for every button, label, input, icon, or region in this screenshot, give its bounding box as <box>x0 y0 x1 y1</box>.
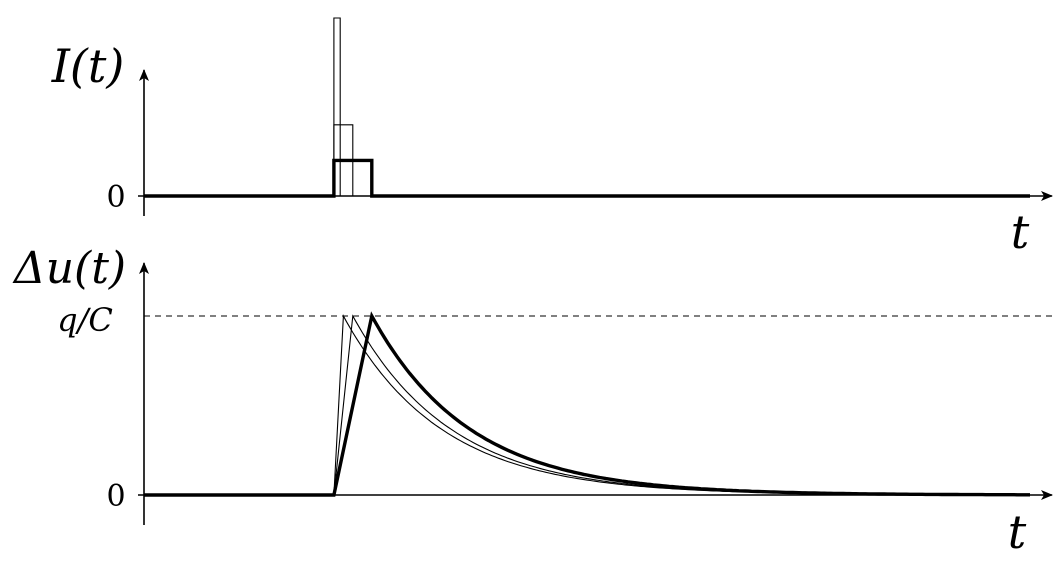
voltage-y-tick-0: 0 <box>106 479 125 514</box>
voltage-panel: Δu(t) t 0 q/C <box>12 243 1053 559</box>
voltage-response-thick-2 <box>144 311 1030 497</box>
current-pulse-thin-1 <box>144 124 1030 197</box>
voltage-series-group <box>144 311 1030 497</box>
voltage-x-label: t <box>1008 505 1027 559</box>
current-y-tick-0: 0 <box>106 180 125 215</box>
current-x-label: t <box>1011 205 1030 259</box>
current-y-label: I(t) <box>51 39 125 93</box>
voltage-response-thin-1 <box>144 314 1030 496</box>
current-pulse-thick-2 <box>144 158 1030 198</box>
voltage-response-thin-0 <box>144 314 1030 496</box>
voltage-y-tick-q-over-c: q/C <box>57 301 113 339</box>
current-pulse-thin-0 <box>144 17 1030 197</box>
current-series-group <box>144 17 1030 198</box>
current-panel: I(t) t 0 <box>51 17 1053 259</box>
voltage-y-label: Δu(t) <box>12 243 126 294</box>
